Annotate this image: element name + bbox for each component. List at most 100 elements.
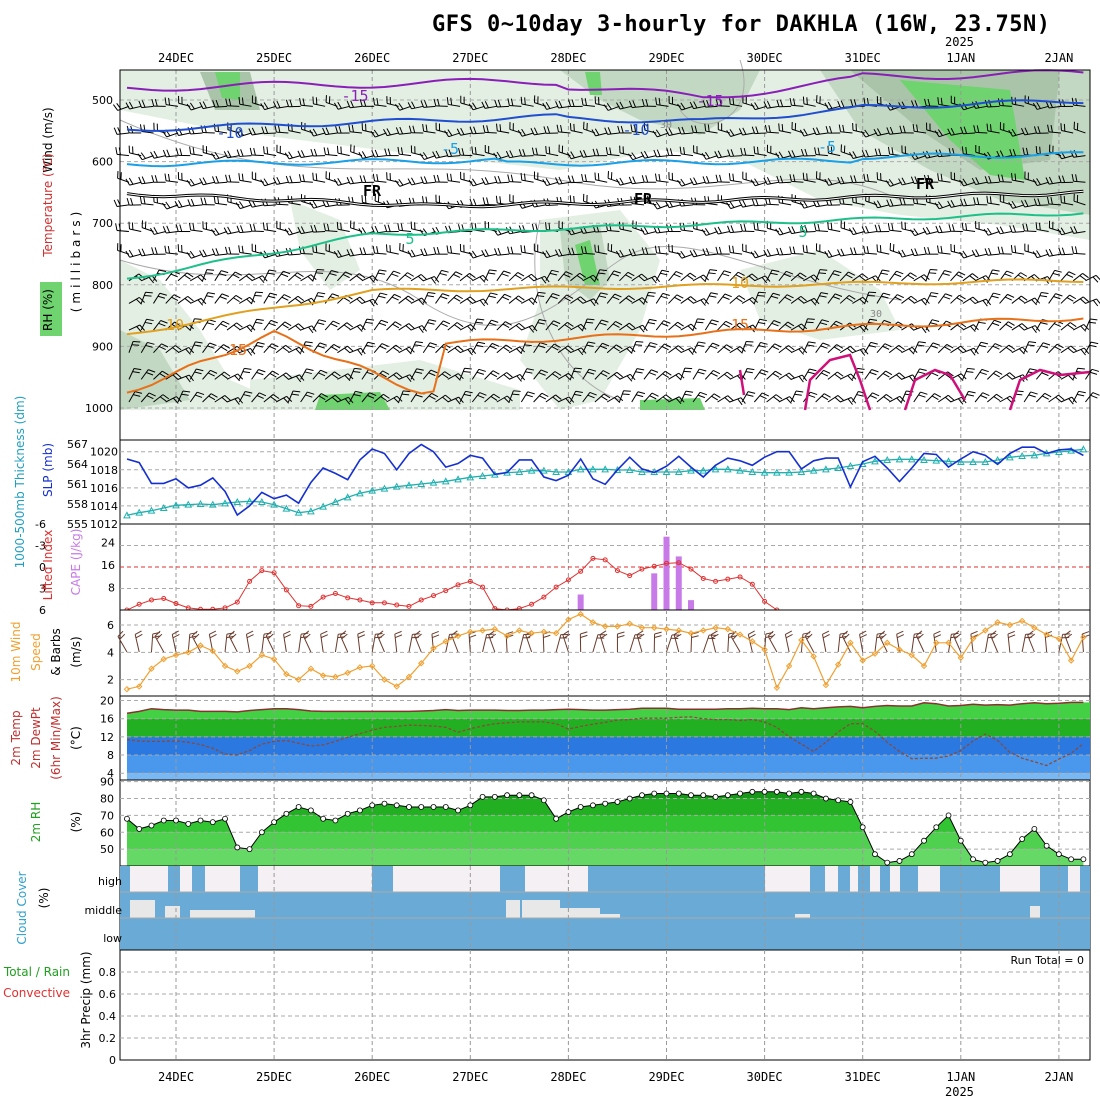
wind-barb	[693, 253, 706, 258]
wind-barb-flag	[937, 201, 943, 208]
tick-label: low	[103, 932, 122, 945]
wind-barb	[239, 273, 250, 282]
wind-barb-flag	[154, 99, 158, 107]
wind-barb-flag	[146, 395, 154, 400]
wind-barb-flag	[414, 371, 423, 374]
wind-barb-flag	[357, 630, 365, 635]
wind-barb-flag	[162, 394, 170, 400]
wind-barb	[901, 374, 913, 380]
wind-barb	[668, 271, 677, 282]
tick-label: 1012	[90, 518, 118, 531]
wind-barb-flag	[872, 392, 880, 397]
wind-barb	[668, 396, 680, 403]
wind-barb-flag	[704, 151, 710, 159]
wind-barb-flag	[1045, 249, 1050, 257]
wind-barb	[937, 270, 945, 282]
wind-barb	[350, 253, 363, 257]
wind-barb	[374, 180, 387, 183]
wind-barb-flag	[967, 367, 975, 370]
wind-barb-flag	[517, 129, 523, 137]
wind-barb	[447, 373, 459, 380]
wind-barb	[766, 131, 779, 134]
wind-barb-flag	[981, 368, 989, 373]
wind-barb	[300, 180, 313, 183]
rh-marker	[639, 792, 645, 799]
wind-barb-flag	[751, 198, 756, 206]
wind-barb	[570, 231, 583, 236]
wind-barb-flag	[1008, 129, 1014, 137]
wind-barb	[987, 130, 1000, 134]
rh-marker	[614, 799, 621, 805]
wind-barb-flag	[617, 631, 625, 635]
wind-barb	[448, 252, 461, 255]
wind-barb-flag	[551, 323, 559, 327]
wind-barb-flag	[984, 248, 989, 256]
wind-barb-flag	[265, 630, 272, 637]
wind-barb-flag	[574, 367, 582, 370]
wind-barb	[643, 319, 650, 331]
wind-barb-flag	[1004, 296, 1012, 301]
wind-barb-flag	[577, 298, 584, 304]
rh-marker	[320, 815, 327, 822]
wind-barb-flag	[708, 272, 716, 275]
wind-barb-flag	[661, 269, 670, 273]
wind-barb	[643, 392, 653, 403]
wind-barb	[999, 321, 1009, 331]
wind-barb-flag	[617, 635, 625, 638]
wind-barb-flag	[484, 177, 489, 185]
wind-barb-flag	[677, 321, 684, 327]
li-marker	[578, 568, 584, 574]
wind-barb	[521, 297, 533, 304]
wind-barb	[963, 132, 976, 135]
wind-barb	[166, 155, 179, 158]
wind-speed-marker	[884, 639, 891, 646]
wind-speed-marker	[834, 661, 842, 668]
wind-barb-flag	[960, 345, 967, 352]
wind-barb-flag	[1030, 391, 1038, 395]
wind-barb-flag	[1039, 146, 1041, 155]
rh-marker	[393, 802, 400, 809]
wind-barb-flag	[475, 321, 483, 324]
wind-barb-flag	[361, 195, 363, 203]
wind-speed-marker	[258, 651, 266, 659]
wind-barb-flag	[308, 326, 314, 334]
wind-barb-flag	[616, 178, 621, 186]
wind-barb	[521, 179, 534, 183]
wind-barb	[730, 179, 743, 183]
wind-barb-flag	[321, 393, 328, 398]
wind-barb	[471, 392, 481, 403]
wind-barb	[545, 343, 555, 354]
wind-barb-flag	[824, 178, 830, 186]
isotherm-20	[1008, 368, 1091, 411]
wind-barb-flag	[411, 101, 416, 109]
wind-barb	[153, 370, 163, 380]
wind-barb-flag	[228, 174, 232, 183]
wind-barb-flag	[361, 227, 367, 234]
wind-barb-flag	[798, 325, 805, 332]
wind-barb	[153, 231, 166, 235]
wind-barb-flag	[753, 222, 756, 230]
wind-barb-flag	[958, 271, 966, 276]
wind-speed-marker	[871, 650, 879, 657]
wind-barb-flag	[488, 630, 495, 636]
wind-barb	[778, 396, 790, 403]
wind-barb-flag	[887, 223, 891, 231]
wind-barb-flag	[1090, 341, 1099, 345]
wind-barb-flag	[469, 126, 474, 134]
wind-barb-flag	[473, 126, 477, 134]
wind-barb-flag	[197, 299, 204, 306]
temp-band	[126, 755, 1090, 774]
wind-barb-flag	[876, 200, 882, 208]
wind-barb	[681, 181, 694, 187]
wind-barb	[987, 105, 1000, 108]
wind-barb	[753, 369, 762, 380]
wind-barb-flag	[150, 151, 155, 159]
rh-marker	[504, 792, 510, 799]
wind-barb-flag	[645, 175, 649, 183]
wind-barb-flag	[358, 151, 363, 159]
wind-barb-flag	[996, 393, 1003, 399]
wind-barb-flag	[481, 101, 486, 109]
wind-barb-flag	[490, 292, 498, 296]
wind-barb-flag	[1001, 174, 1004, 182]
wind-barb	[631, 324, 643, 331]
